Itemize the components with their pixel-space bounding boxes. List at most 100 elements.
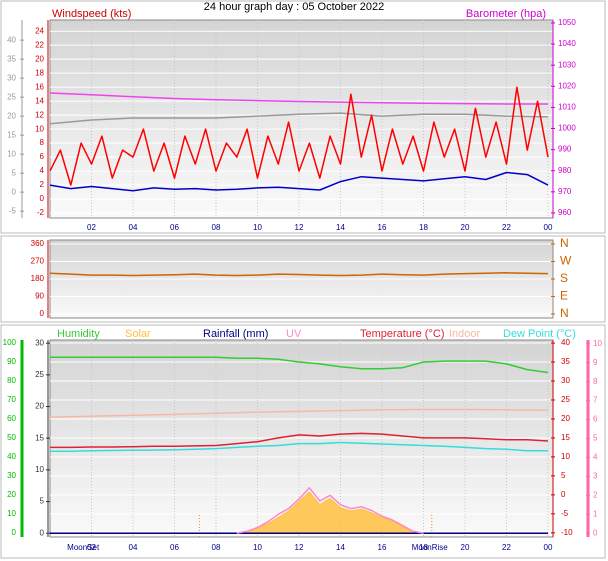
x-tick-label: 10 (253, 543, 262, 552)
y2-tick-label: 0 (561, 490, 566, 499)
y-tick-label: 60 (7, 414, 16, 423)
x-tick-label: 10 (253, 223, 262, 232)
x-tick-label: 18 (419, 543, 428, 552)
y4-tick-label: 8 (593, 377, 598, 386)
y2-tick-label: 1000 (558, 124, 576, 133)
y3-tick-label: 30 (35, 338, 44, 347)
y2-tick-label: 10 (561, 452, 570, 461)
x-tick-label: 12 (295, 543, 304, 552)
y-tick-label: 70 (7, 395, 16, 404)
x-tick-label: 18 (419, 223, 428, 232)
y4-tick-label: 10 (593, 339, 602, 348)
y-tick-label: 10 (35, 124, 44, 133)
y-tick-label: 100 (3, 338, 17, 347)
x-tick-label: 08 (212, 223, 221, 232)
y2-tick-label: E (560, 289, 568, 303)
x-tick-label: 06 (170, 543, 179, 552)
legend-label: Temperature (°C) (360, 328, 444, 340)
y-tick-label: 40 (7, 452, 16, 461)
y3-tick-label: 15 (35, 433, 44, 442)
y-tick-label: 8 (40, 138, 45, 147)
y-tick-label: -2 (37, 208, 45, 217)
y2-tick-label: 970 (558, 187, 572, 196)
x-tick-label: 22 (502, 543, 511, 552)
series-line (50, 441, 548, 452)
moon-label: MoonRise (412, 543, 449, 552)
chart-title: 24 hour graph day : 05 October 2022 (204, 1, 384, 13)
y2-tick-label: 40 (561, 338, 570, 347)
series-line (236, 487, 424, 534)
y3-tick-label: 25 (7, 92, 16, 101)
series-line (236, 491, 424, 534)
y3-tick-label: 10 (7, 149, 16, 158)
y-tick-label: 0 (40, 194, 45, 203)
y4-tick-label: 4 (593, 453, 598, 462)
legend-label: Dew Point (°C) (503, 328, 576, 340)
y3-tick-label: 20 (35, 402, 44, 411)
y-tick-label: 80 (7, 376, 16, 385)
legend-label: UV (286, 328, 302, 340)
y2-tick-label: 30 (561, 376, 570, 385)
y3-tick-label: -5 (9, 206, 17, 215)
moon-label: MoonSet (67, 543, 100, 552)
y3-tick-label: 25 (35, 370, 44, 379)
y-tick-label: 0 (40, 309, 45, 318)
y3-tick-label: 0 (40, 528, 45, 537)
y4-tick-label: 0 (593, 528, 598, 537)
legend-label: Humidity (57, 328, 100, 340)
y2-tick-label: 20 (561, 414, 570, 423)
series-line (49, 408, 549, 418)
y2-axis-label: Barometer (hpa) (466, 8, 546, 20)
y-tick-label: 20 (7, 490, 16, 499)
y-tick-label: 12 (35, 110, 44, 119)
y-tick-label: 270 (31, 257, 45, 266)
y-tick-label: 50 (7, 433, 16, 442)
y-tick-label: 360 (31, 239, 45, 248)
x-tick-label: 16 (378, 223, 387, 232)
y2-tick-label: 5 (561, 471, 566, 480)
y2-tick-label: -10 (561, 528, 573, 537)
y-tick-label: 30 (7, 471, 16, 480)
y3-tick-label: 35 (7, 54, 16, 63)
x-tick-label: 04 (129, 543, 138, 552)
y2-tick-label: 1020 (558, 81, 576, 90)
y2-tick-label: 15 (561, 433, 570, 442)
series-line (50, 356, 549, 374)
x-tick-label: 14 (336, 223, 345, 232)
y4-tick-label: 9 (593, 358, 598, 367)
x-tick-label: 20 (461, 543, 470, 552)
series-line (49, 272, 549, 277)
series-line (49, 86, 549, 186)
x-tick-label: 02 (87, 543, 96, 552)
legend-label: Rainfall (mm) (203, 328, 268, 340)
y4-tick-label: 7 (593, 396, 598, 405)
y2-tick-label: 25 (561, 395, 570, 404)
x-tick-label: 22 (502, 223, 511, 232)
y2-tick-label: N (560, 236, 569, 250)
y2-tick-label: 35 (561, 357, 570, 366)
y-tick-label: 4 (40, 166, 45, 175)
y3-tick-label: 0 (12, 187, 17, 196)
y-tick-label: 180 (31, 274, 45, 283)
y4-tick-label: 2 (593, 490, 598, 499)
legend-label: Indoor (449, 328, 481, 340)
x-tick-label: 08 (212, 543, 221, 552)
y-tick-label: 22 (35, 40, 44, 49)
y-tick-label: 24 (35, 26, 44, 35)
y4-tick-label: 5 (593, 434, 598, 443)
y-tick-label: 2 (40, 180, 45, 189)
y2-tick-label: 990 (558, 145, 572, 154)
y-tick-label: 90 (35, 292, 44, 301)
y2-tick-label: W (560, 254, 572, 268)
y-tick-label: 0 (12, 528, 17, 537)
y2-tick-label: S (560, 271, 568, 285)
x-tick-label: 12 (295, 223, 304, 232)
y2-tick-label: 1030 (558, 60, 576, 69)
series-line (49, 92, 548, 105)
y3-tick-label: 15 (7, 130, 16, 139)
y3-tick-label: 5 (12, 168, 17, 177)
y2-tick-label: 1040 (558, 39, 576, 48)
y-tick-label: 18 (35, 68, 44, 77)
y2-tick-label: N (560, 306, 569, 320)
